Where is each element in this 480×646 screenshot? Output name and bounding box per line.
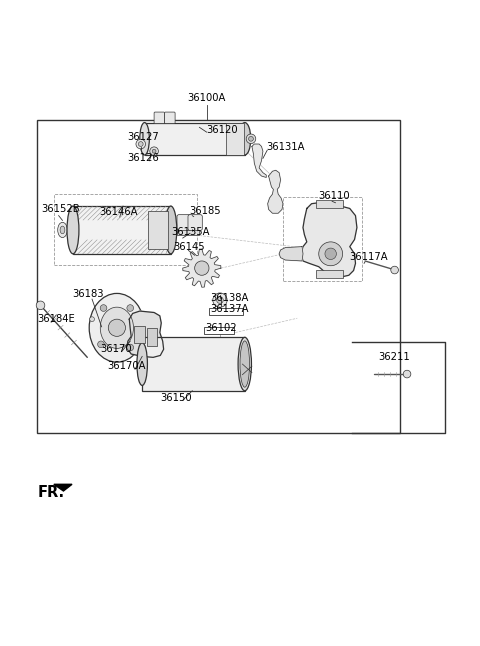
Bar <box>316 270 343 278</box>
Bar <box>226 123 244 155</box>
Text: 36170: 36170 <box>100 344 132 354</box>
Text: 36184E: 36184E <box>37 314 75 324</box>
Polygon shape <box>54 484 72 491</box>
Circle shape <box>152 149 156 153</box>
Bar <box>54 194 197 265</box>
Polygon shape <box>279 247 303 261</box>
Polygon shape <box>183 249 221 287</box>
Circle shape <box>319 242 343 266</box>
Circle shape <box>36 301 45 309</box>
Circle shape <box>90 317 95 322</box>
Circle shape <box>108 319 125 337</box>
Ellipse shape <box>67 206 79 254</box>
Circle shape <box>195 261 209 275</box>
Bar <box>316 200 343 207</box>
Ellipse shape <box>137 342 147 386</box>
Text: FR.: FR. <box>37 484 64 499</box>
Text: 36102: 36102 <box>205 324 237 333</box>
FancyBboxPatch shape <box>188 214 202 231</box>
Ellipse shape <box>60 226 65 234</box>
Text: 36137A: 36137A <box>210 304 249 315</box>
Polygon shape <box>268 171 283 213</box>
Bar <box>144 123 245 155</box>
Polygon shape <box>127 311 164 357</box>
Circle shape <box>213 293 227 307</box>
Circle shape <box>138 141 143 147</box>
Circle shape <box>325 248 336 260</box>
Ellipse shape <box>238 337 252 391</box>
Text: 36120: 36120 <box>206 125 238 136</box>
Bar <box>37 120 400 433</box>
Ellipse shape <box>240 341 250 387</box>
Ellipse shape <box>89 293 144 362</box>
FancyBboxPatch shape <box>154 112 165 123</box>
Text: 36131A: 36131A <box>266 142 305 152</box>
Ellipse shape <box>140 123 149 155</box>
Text: 36138A: 36138A <box>210 293 248 303</box>
Circle shape <box>127 344 133 351</box>
Text: 36135A: 36135A <box>171 227 209 237</box>
Text: 36152B: 36152B <box>41 204 80 214</box>
Bar <box>148 211 168 249</box>
Polygon shape <box>301 203 357 277</box>
Text: 36150: 36150 <box>160 393 192 402</box>
Text: 36185: 36185 <box>189 205 221 216</box>
Circle shape <box>391 266 398 274</box>
Circle shape <box>403 370 411 378</box>
FancyBboxPatch shape <box>165 112 175 123</box>
Polygon shape <box>252 144 266 178</box>
Text: 36146A: 36146A <box>99 207 138 217</box>
Ellipse shape <box>239 123 251 155</box>
Ellipse shape <box>100 307 133 348</box>
Text: 36183: 36183 <box>72 289 104 299</box>
Ellipse shape <box>58 222 67 238</box>
Bar <box>204 327 234 335</box>
Bar <box>283 198 362 281</box>
Circle shape <box>216 297 223 304</box>
Text: 36117A: 36117A <box>350 252 388 262</box>
Circle shape <box>97 341 104 348</box>
Text: 36110: 36110 <box>318 191 349 202</box>
Text: 36126: 36126 <box>127 153 159 163</box>
Ellipse shape <box>165 206 177 254</box>
Circle shape <box>246 134 256 143</box>
Text: 36211: 36211 <box>378 352 410 362</box>
Text: 36145: 36145 <box>173 242 205 253</box>
Circle shape <box>249 136 253 141</box>
Bar <box>209 307 243 315</box>
Circle shape <box>150 147 158 156</box>
Circle shape <box>100 305 107 311</box>
Text: 36100A: 36100A <box>187 94 226 103</box>
Bar <box>177 225 199 234</box>
Bar <box>147 328 157 346</box>
Bar <box>73 206 171 254</box>
Bar <box>142 337 245 391</box>
Bar <box>134 326 144 343</box>
Text: 36170A: 36170A <box>108 360 146 371</box>
Text: 36127: 36127 <box>127 132 159 142</box>
FancyBboxPatch shape <box>177 214 192 231</box>
Circle shape <box>127 305 133 311</box>
Circle shape <box>136 140 145 149</box>
